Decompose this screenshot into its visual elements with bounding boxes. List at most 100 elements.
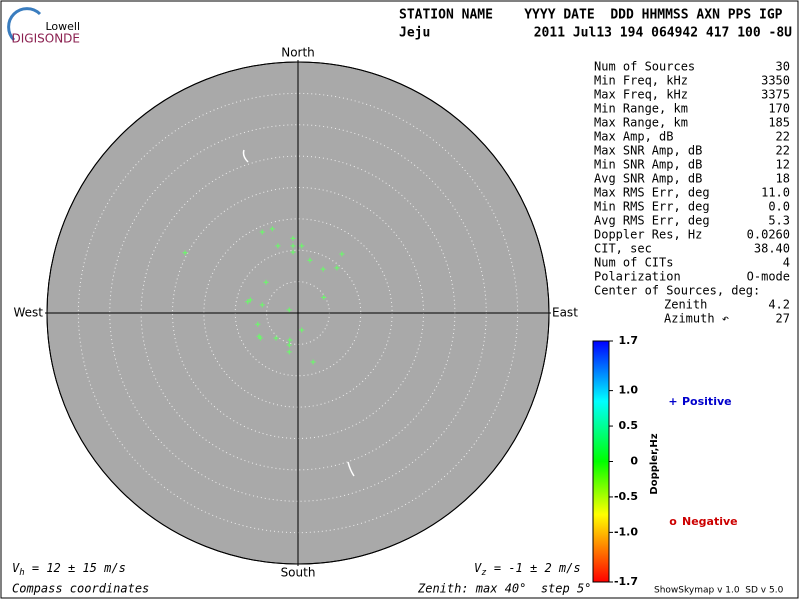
stat-value: 22 xyxy=(776,144,790,158)
direction-label: South xyxy=(281,566,316,580)
source-point xyxy=(320,266,326,272)
source-point xyxy=(286,349,292,355)
colorbar-tick-label: -0.5 xyxy=(614,490,638,503)
source-point xyxy=(299,243,305,249)
source-point xyxy=(257,335,263,341)
stat-value: 3375 xyxy=(761,88,790,102)
source-point xyxy=(307,257,313,263)
stat-value: 185 xyxy=(768,116,790,130)
header: STATION NAME YYYY DATE DDD HHMMSS AXN PP… xyxy=(399,8,792,41)
source-point xyxy=(269,226,275,232)
stat-label: Doppler Res, Hz xyxy=(594,228,702,242)
stat-label: Avg SNR Amp, dB xyxy=(594,172,702,186)
source-point xyxy=(339,251,345,257)
stat-label: Avg RMS Err, deg xyxy=(594,214,710,228)
source-point xyxy=(259,302,265,308)
stat-value: 12 xyxy=(776,158,790,172)
stat-label: Min Freq, kHz xyxy=(594,74,688,88)
source-point xyxy=(182,250,188,256)
direction-label: North xyxy=(281,46,315,60)
direction-label: East xyxy=(552,306,578,320)
logo-arc xyxy=(7,7,42,42)
stat-value: 3350 xyxy=(761,74,790,88)
zenith-note: Zenith: max 40° step 5° xyxy=(417,582,591,596)
stat-label: Num of CITs xyxy=(594,256,673,270)
source-point xyxy=(321,294,327,300)
vz: Vz = -1 ± 2 m/s xyxy=(474,561,581,578)
colorbar-tick-label: -1.7 xyxy=(614,575,638,588)
center-label: Zenith xyxy=(664,298,707,312)
legend-marker: + xyxy=(668,395,677,408)
colorbar-tick-label: 0 xyxy=(630,455,638,468)
source-point xyxy=(286,307,292,313)
artifact xyxy=(242,149,355,477)
legend-label: Negative xyxy=(682,515,738,528)
header-values: 2011 Jul13 194 064942 417 100 -8U xyxy=(534,26,792,41)
source-point xyxy=(247,297,253,303)
stat-label: CIT, sec xyxy=(594,242,652,256)
source-point xyxy=(290,249,296,255)
source-point xyxy=(273,335,279,341)
stat-value: 170 xyxy=(768,102,790,116)
stat-value: 38.40 xyxy=(754,242,790,256)
source-point xyxy=(275,243,281,249)
center-label: Azimuth ↶ xyxy=(664,312,729,326)
stat-value: 18 xyxy=(776,172,790,186)
stat-label: Num of Sources xyxy=(594,60,695,74)
source-point xyxy=(299,327,305,333)
logo: Lowell DIGISONDE xyxy=(7,7,80,46)
stat-label: Max SNR Amp, dB xyxy=(594,144,702,158)
source-point xyxy=(259,229,265,235)
stat-label: Max RMS Err, deg xyxy=(594,186,710,200)
coords: Compass coordinates xyxy=(12,582,149,596)
stat-value: 22 xyxy=(776,130,790,144)
colorbar-tick-label: -1.0 xyxy=(614,525,638,538)
colorbar-tick-label: 0.5 xyxy=(619,419,639,432)
stat-value: O-mode xyxy=(747,270,790,284)
stat-value: 30 xyxy=(776,60,790,74)
legend-marker: o xyxy=(669,515,677,528)
logo-top: Lowell xyxy=(45,20,80,33)
legend-label: Positive xyxy=(682,395,732,408)
vh: Vh = 12 ± 15 m/s xyxy=(12,561,126,578)
station: Jeju xyxy=(399,26,430,41)
stat-label: Max Range, km xyxy=(594,116,688,130)
center-value: 27 xyxy=(776,312,790,326)
stat-label: Min SNR Amp, dB xyxy=(594,158,702,172)
center-value: 4.2 xyxy=(768,298,790,312)
stat-value: 5.3 xyxy=(768,214,790,228)
stat-label: Max Freq, kHz xyxy=(594,88,688,102)
source-point xyxy=(287,337,293,343)
stat-label: Min Range, km xyxy=(594,102,688,116)
stat-value: 11.0 xyxy=(761,186,790,200)
version: ShowSkymap v 1.0 SD v 5.0 xyxy=(654,586,784,596)
colorbar-label: Doppler,Hz xyxy=(649,433,660,494)
direction-label: West xyxy=(13,306,43,320)
stat-value: 0.0260 xyxy=(747,228,790,242)
source-point xyxy=(245,299,251,305)
source-point xyxy=(263,279,269,285)
center-title: Center of Sources, deg: xyxy=(594,284,760,298)
stat-label: Min RMS Err, deg xyxy=(594,200,710,214)
stat-value: 0.0 xyxy=(768,200,790,214)
colorbar xyxy=(592,340,610,583)
colorbar-tick-label: 1.0 xyxy=(619,384,639,397)
header-line: STATION NAME YYYY DATE DDD HHMMSS AXN PP… xyxy=(399,8,783,23)
stat-label: Max Amp, dB xyxy=(594,130,673,144)
source-point xyxy=(255,321,261,327)
stats-table: Num of Sources 30 Min Freq, kHz 3350 Max Fre… xyxy=(594,60,790,326)
footer: Vh = 12 ± 15 m/s Vz = -1 ± 2 m/s Compass… xyxy=(12,561,784,596)
source-point xyxy=(290,235,296,241)
plot: North South East West 1.7 1.0 0.5 0 -0.5 -1.0 -1.7… xyxy=(13,46,737,589)
source-point xyxy=(290,243,296,249)
colorbar-tick-label: 1.7 xyxy=(619,334,639,347)
source-point xyxy=(310,359,316,365)
logo-bottom: DIGISONDE xyxy=(12,32,80,46)
stat-value: 4 xyxy=(783,256,790,270)
source-point xyxy=(286,342,292,348)
stat-label: Polarization xyxy=(594,270,681,284)
source-point xyxy=(334,265,340,271)
